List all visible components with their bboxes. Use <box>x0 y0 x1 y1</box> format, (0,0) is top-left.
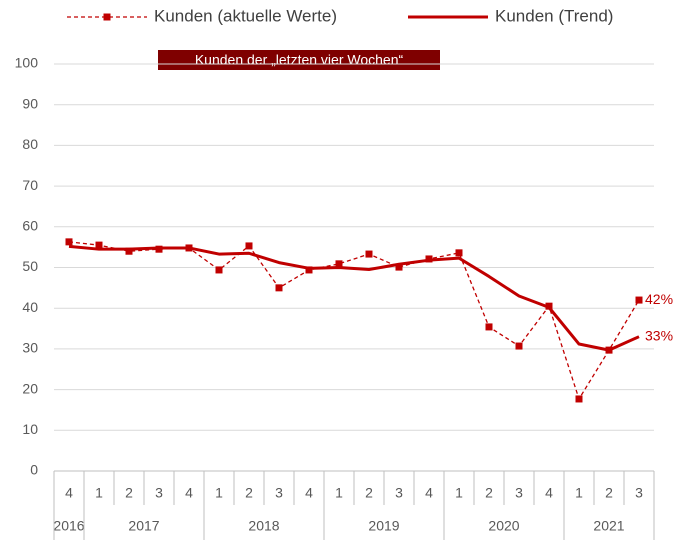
y-tick-label: 100 <box>15 55 39 71</box>
series-line <box>68 244 640 352</box>
marker <box>305 266 313 274</box>
x-tick-label: 3 <box>155 485 163 501</box>
x-tick-label: 4 <box>185 485 193 501</box>
y-tick-label: 40 <box>22 299 38 315</box>
marker <box>125 247 133 255</box>
title-box <box>158 50 440 70</box>
x-tick-label: 3 <box>515 485 523 501</box>
series-line <box>68 241 640 400</box>
x-tick-label: 4 <box>545 485 553 501</box>
x-tick-label: 3 <box>635 485 643 501</box>
marker <box>215 266 223 274</box>
x-tick-label: 4 <box>305 485 313 501</box>
marker <box>335 260 343 268</box>
marker <box>245 242 253 250</box>
x-tick-label: 2 <box>125 485 133 501</box>
chart-title: Kunden der „letzten vier Wochen“ <box>195 52 404 68</box>
marker <box>575 395 583 403</box>
x-tick-label: 1 <box>575 485 583 501</box>
marker <box>395 263 403 271</box>
x-tick-label: 4 <box>65 485 73 501</box>
year-label: 2018 <box>248 518 279 534</box>
y-tick-label: 70 <box>22 177 38 193</box>
year-label: 2017 <box>128 518 159 534</box>
legend-label: Kunden (Trend) <box>495 6 613 25</box>
year-label: 2020 <box>488 518 519 534</box>
marker <box>485 323 493 331</box>
year-label: 2019 <box>368 518 399 534</box>
marker <box>455 249 463 257</box>
y-tick-label: 0 <box>30 462 38 478</box>
y-tick-label: 90 <box>22 95 38 111</box>
value-label: 42% <box>645 291 673 307</box>
x-tick-label: 1 <box>215 485 223 501</box>
marker <box>365 250 373 258</box>
y-tick-label: 50 <box>22 258 38 274</box>
year-label: 2016 <box>53 518 84 534</box>
y-tick-label: 10 <box>22 421 38 437</box>
x-tick-label: 2 <box>605 485 613 501</box>
x-tick-label: 4 <box>425 485 433 501</box>
x-tick-label: 2 <box>365 485 373 501</box>
y-tick-label: 80 <box>22 136 38 152</box>
marker <box>65 238 73 246</box>
x-tick-label: 2 <box>245 485 253 501</box>
legend-marker <box>103 13 111 21</box>
marker <box>515 342 523 350</box>
x-tick-label: 3 <box>395 485 403 501</box>
x-tick-label: 3 <box>275 485 283 501</box>
marker <box>635 296 643 304</box>
y-tick-label: 60 <box>22 218 38 234</box>
value-label: 33% <box>645 327 673 343</box>
x-tick-label: 1 <box>455 485 463 501</box>
marker <box>95 241 103 249</box>
x-tick-label: 2 <box>485 485 493 501</box>
x-tick-label: 1 <box>335 485 343 501</box>
legend-label: Kunden (aktuelle Werte) <box>154 6 337 25</box>
y-tick-label: 20 <box>22 380 38 396</box>
x-tick-label: 1 <box>95 485 103 501</box>
year-label: 2021 <box>593 518 624 534</box>
y-tick-label: 30 <box>22 340 38 356</box>
marker <box>275 284 283 292</box>
